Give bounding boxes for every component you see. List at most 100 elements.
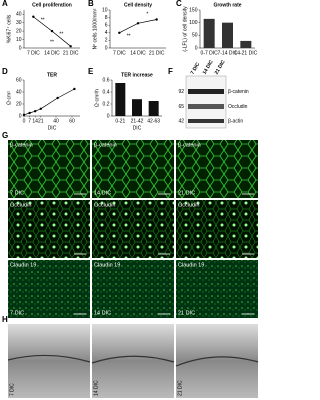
micrograph [176,140,258,198]
y-tick-label: 0 [105,45,108,51]
x-tick-label: 7 DIC [27,50,40,56]
stage-label: 21 DIC [178,190,195,196]
micrograph [92,140,174,198]
y-tick-label: 10 [102,7,108,13]
micrograph [8,140,90,198]
y-axis-label: %Ki67⁺ cells [6,14,12,43]
y-axis-label: Ω·cm² [6,91,12,105]
y-tick-label: 150 [189,7,198,13]
y-tick-label: 0.2 [103,101,110,107]
mw-marker: 65 [178,104,184,110]
western-blot [185,75,227,129]
lane-label: 7 DIC [190,61,202,75]
y-tick-label: 40 [16,12,22,18]
y-axis-label: (-LFL) of cell density [182,6,188,52]
chart-title: TER [47,72,57,78]
stage-label: 21 DIC [177,380,183,396]
x-tick-label: 14 [32,118,38,124]
stain-label: β-catenin [178,142,201,148]
stain-label: Occludin [178,202,199,208]
membrane [7,354,91,363]
blot-band [188,89,224,94]
stage-label: 14 DIC [94,310,111,316]
micrograph [176,200,258,258]
stain-label: Occludin [10,202,31,208]
stain-label: β-catenin [10,142,33,148]
protein-label: Occludin [228,104,248,110]
micrograph [8,260,90,318]
stage-label: 7 DIC [10,190,24,196]
bar [132,99,142,116]
stain-label: Occludin [94,202,115,208]
x-tick-label: 14-21 DIC [234,50,257,56]
significance: ** [50,39,54,45]
panel-letter: C [176,0,182,8]
y-tick-label: 0 [19,113,22,119]
y-tick-label: 30 [16,20,22,26]
protein-label: β-actin [228,118,243,124]
bar [203,18,215,48]
x-tick-label: 7 [28,118,31,124]
x-tick-label: 0 [23,118,26,124]
point [118,31,121,34]
bar [240,40,252,48]
stage-label: 7 DIC [9,383,15,396]
electron-micrograph [92,324,174,398]
stage-label: 7 DIC [10,310,24,316]
y-tick-label: 60 [16,77,22,83]
y-tick-label: 10 [16,37,22,43]
stain-label: Claudin 19 [10,262,36,268]
chart-title: Cell density [124,2,152,8]
point [22,113,26,117]
y-tick-label: 0 [19,45,22,51]
x-tick-label: 14 DIC [44,50,60,56]
chart-title: Growth rate [213,2,241,8]
stage-label: 14 DIC [94,190,111,196]
panel-letter: A [2,0,8,8]
micrograph [92,260,174,318]
point [136,22,140,25]
point [69,45,72,48]
x-tick-label: 21 DIC [63,50,79,56]
y-tick-label: 0 [107,113,110,119]
significance: ** [127,33,131,39]
x-tick-label: 21 DIC [149,50,165,56]
x-tick-label: 7 DIC [113,50,126,56]
x-tick-label: 40 [53,118,59,124]
x-tick-label: 0-7 DIC [201,50,219,56]
stage-label: 21 DIC [178,310,195,316]
x-axis-label: DIC [133,125,142,131]
panel-letter: H [2,315,8,324]
y-tick-label: 20 [16,28,22,34]
line [119,19,157,34]
significance: ** [41,17,45,23]
mw-marker: 42 [178,118,184,124]
y-tick-label: 100 [189,20,198,26]
point [34,110,37,113]
stain-label: β-catenin [94,142,117,148]
blot-band [188,104,224,109]
electron-micrograph [8,324,90,398]
stain-label: Claudin 19 [94,262,120,268]
chart-title: TER increase [121,72,153,78]
membrane [91,355,175,364]
y-tick-label: 0 [195,45,198,51]
point [39,107,42,111]
point [28,111,31,115]
y-tick-label: 6 [105,23,108,29]
significance: ** [59,31,63,37]
micrograph [176,260,258,318]
point [50,29,54,33]
y-tick-label: 2 [105,38,108,44]
x-tick-label: 14 DIC [130,50,146,56]
panel-letter: F [168,67,173,76]
y-tick-label: 50 [192,33,198,39]
significance: * [146,11,148,17]
x-tick-label: 42-63 [147,118,160,124]
panel-letter: B [88,0,94,8]
y-axis-label: Nº cells 1000/mm² [92,8,98,49]
y-axis-label: Ω·cm²/h [94,89,100,107]
bar [115,83,126,116]
y-tick-label: 0.6 [103,77,110,83]
